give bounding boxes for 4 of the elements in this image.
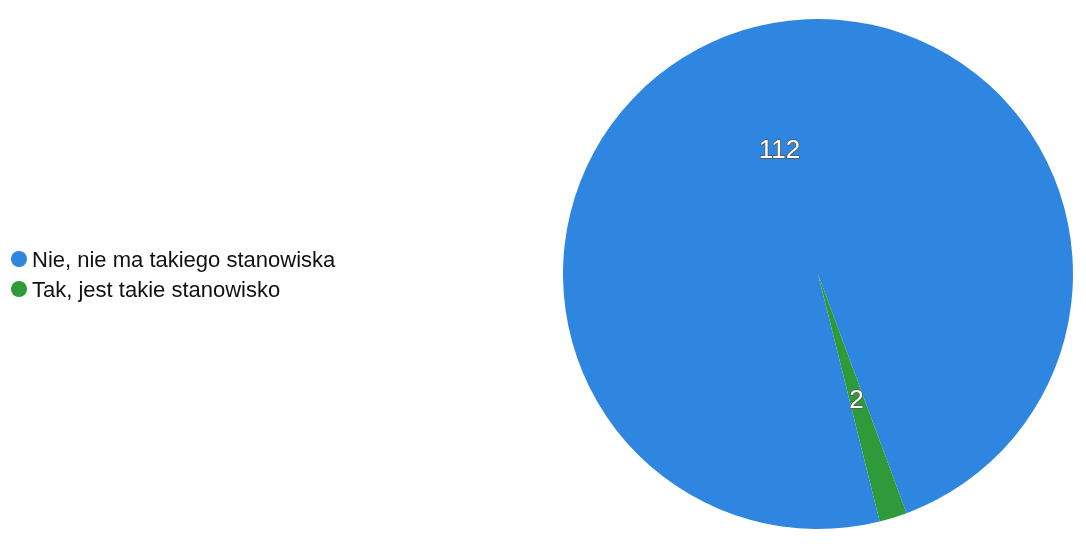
legend-label: Nie, nie ma takiego stanowiska xyxy=(32,246,337,272)
data-label: 2 xyxy=(849,383,864,414)
data-label: 112 xyxy=(758,134,801,165)
legend-label: Tak, jest takie stanowisko xyxy=(32,276,281,302)
